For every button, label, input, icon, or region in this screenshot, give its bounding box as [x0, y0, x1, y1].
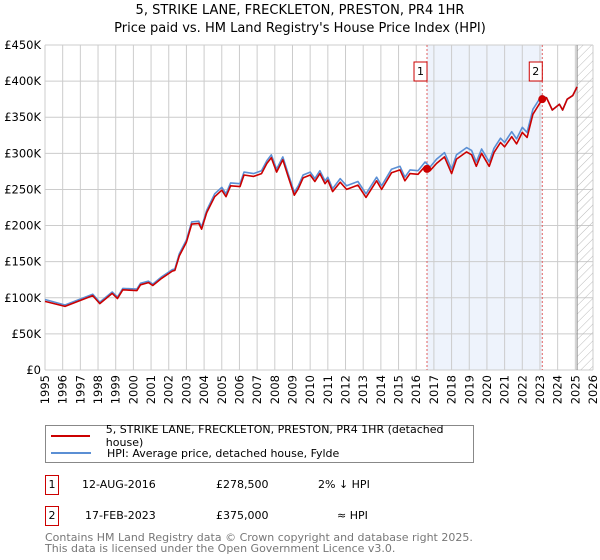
x-tick-label: 2002	[162, 375, 176, 404]
x-tick-label: 1998	[91, 375, 105, 404]
y-tick-label: £200K	[4, 219, 41, 233]
x-tick-label: 2001	[144, 375, 158, 404]
y-tick-label: £100K	[4, 291, 41, 305]
x-tick-label: 2006	[232, 375, 246, 404]
x-tick-label: 2019	[462, 375, 476, 404]
x-tick-label: 1996	[56, 375, 70, 404]
property-price-line	[44, 86, 578, 308]
x-tick-label: 2003	[179, 375, 193, 404]
x-tick-label: 2000	[126, 375, 140, 404]
x-tick-label: 2020	[480, 375, 494, 404]
x-tick-label: 2008	[268, 375, 282, 404]
sale-marker-label: 1	[417, 65, 424, 78]
x-tick-label: 2012	[339, 375, 353, 404]
x-tick-label: 2010	[303, 375, 317, 404]
sale-date: 12-AUG-2016	[82, 478, 156, 491]
x-tick-label: 2023	[533, 375, 547, 404]
sale-point	[423, 164, 432, 173]
footer-copyright: Contains HM Land Registry data © Crown c…	[45, 531, 473, 544]
x-tick-label: 2009	[285, 375, 299, 404]
y-tick-label: £150K	[4, 255, 41, 269]
sale-price: £278,500	[216, 478, 269, 491]
x-tick-label: 2007	[250, 375, 264, 404]
price-chart: 1995 1996 1997 1998 1999 2000 2001 2002 2003 2004…	[4, 38, 600, 404]
x-tick-label: 2025	[568, 375, 582, 404]
footer-licence: This data is licensed under the Open Gov…	[45, 542, 396, 555]
x-tick-label: 2017	[427, 375, 441, 404]
sale-marker-box	[528, 61, 543, 82]
x-tick-label: 2016	[409, 375, 423, 404]
sale-hpi-relation: ≈ HPI	[337, 509, 368, 522]
x-tick-label: 2005	[215, 375, 229, 404]
sale-marker-badge: 1	[45, 475, 59, 495]
x-tick-label: 2024	[551, 375, 565, 404]
sale-row-1: 1 12-AUG-2016 £278,500 2% ↓ HPI	[45, 475, 445, 495]
y-tick-label: £50K	[12, 327, 42, 341]
x-tick-label: 2015	[392, 375, 406, 404]
sale-row-2: 2 17-FEB-2023 £375,000 ≈ HPI	[45, 506, 445, 526]
hpi-line-swatch	[51, 452, 91, 454]
x-tick-label: 2004	[197, 375, 211, 404]
y-tick-label: £350K	[4, 110, 41, 124]
sale-marker-box	[413, 61, 428, 82]
legend: 5, STRIKE LANE, FRECKLETON, PRESTON, PR4…	[45, 423, 474, 463]
x-tick-label: 1997	[73, 375, 87, 404]
chart-subtitle: Price paid vs. HM Land Registry's House …	[114, 21, 486, 36]
x-tick-label: 2021	[498, 375, 512, 404]
y-tick-label: £250K	[4, 182, 41, 196]
x-tick-label: 2011	[321, 375, 335, 404]
forecast-hatch-region	[577, 45, 593, 370]
y-tick-label: £450K	[4, 38, 41, 52]
legend-hpi-label: HPI: Average price, detached house, Fyld…	[107, 446, 340, 460]
y-tick-label: £0	[26, 363, 41, 377]
sale-date: 17-FEB-2023	[85, 509, 156, 522]
legend-item-hpi: HPI: Average price, detached house, Fyld…	[51, 445, 339, 461]
shaded-ownership-period	[427, 45, 543, 370]
sale-point	[538, 95, 547, 104]
chart-title: 5, STRIKE LANE, FRECKLETON, PRESTON, PR4…	[135, 3, 465, 18]
sale-hpi-relation: 2% ↓ HPI	[318, 478, 370, 491]
x-tick-label: 2022	[515, 375, 529, 404]
x-tick-label: 2013	[356, 375, 370, 404]
y-tick-label: £300K	[4, 146, 41, 160]
sale-price: £375,000	[216, 509, 269, 522]
sale-marker-label: 2	[532, 65, 539, 78]
x-tick-label: 2014	[374, 375, 388, 404]
x-tick-label: 1995	[38, 375, 52, 404]
x-tick-label: 2018	[445, 375, 459, 404]
x-tick-label: 1999	[109, 375, 123, 404]
y-tick-label: £400K	[4, 74, 41, 88]
x-tick-label: 2026	[586, 375, 600, 404]
sale-marker-badge: 2	[45, 506, 59, 526]
legend-item-property: 5, STRIKE LANE, FRECKLETON, PRESTON, PR4…	[51, 423, 473, 449]
property-line-swatch	[51, 435, 90, 437]
legend-property-label: 5, STRIKE LANE, FRECKLETON, PRESTON, PR4…	[105, 423, 444, 449]
